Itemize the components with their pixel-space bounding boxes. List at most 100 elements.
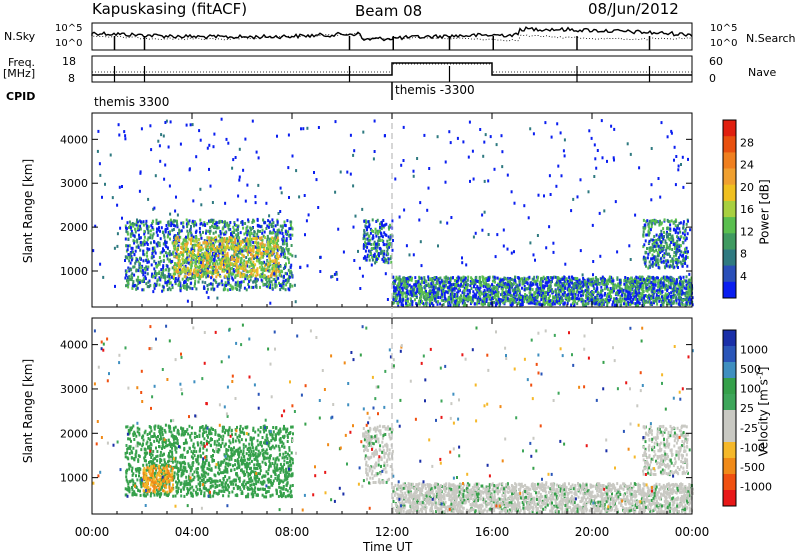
power-echo [402, 276, 405, 280]
freq-label: Freq. [8, 56, 36, 69]
power-echo [235, 233, 238, 237]
power-echo [379, 251, 382, 255]
power-echo [271, 236, 274, 240]
power-echo [180, 242, 183, 246]
power-echo [610, 281, 613, 285]
power-echo [475, 293, 478, 297]
power-echo [153, 259, 156, 263]
power-echo [389, 223, 391, 227]
power-echo [261, 275, 264, 278]
power-echo [151, 254, 154, 258]
power-echo [212, 221, 214, 225]
power-echo [249, 249, 252, 253]
power-echo [219, 230, 222, 233]
power-echo [277, 228, 280, 232]
power-echo [513, 281, 516, 285]
power-echo [576, 288, 579, 292]
power-echo [262, 261, 264, 265]
power-echo [219, 219, 222, 223]
power-echo [174, 277, 177, 280]
power-echo [562, 302, 565, 306]
power-echo [380, 234, 383, 238]
power-echo [551, 302, 554, 306]
power-echo [153, 246, 156, 250]
power-echo [650, 257, 653, 261]
power-echo [175, 237, 177, 241]
power-echo [208, 270, 211, 274]
power-echo [658, 248, 660, 252]
power-echo [136, 258, 139, 262]
power-echo [663, 294, 666, 298]
power-echo [233, 223, 236, 227]
power-echo [184, 244, 187, 248]
power-echo [381, 223, 383, 227]
power-echo [635, 285, 638, 289]
power-echo [459, 284, 462, 288]
power-echo [222, 243, 225, 247]
power-echo [392, 301, 395, 305]
power-echo [372, 234, 375, 238]
power-echo [188, 276, 191, 280]
power-echo [568, 283, 571, 287]
power-echo [284, 271, 287, 275]
power-echo [571, 296, 574, 300]
power-echo [429, 292, 432, 296]
power-echo [599, 298, 602, 302]
power-echo [231, 276, 234, 280]
power-echo [208, 231, 211, 235]
power-echo [452, 283, 455, 287]
power-echo [511, 300, 514, 304]
power-echo [271, 259, 274, 263]
power-echo [214, 251, 217, 255]
power-echo [206, 258, 209, 262]
power-echo [152, 220, 155, 223]
power-echo [268, 251, 271, 255]
power-echo [603, 277, 606, 281]
power-echo [440, 289, 443, 293]
power-echo [454, 303, 457, 307]
power-echo [261, 241, 264, 245]
power-echo [390, 260, 393, 264]
power-echo [550, 280, 552, 284]
power-echo [685, 283, 688, 287]
power-echo [433, 290, 435, 294]
power-echo [124, 237, 127, 241]
power-echo [455, 284, 458, 288]
power-echo [147, 236, 150, 240]
power-echo [494, 280, 496, 284]
power-echo [248, 270, 251, 273]
power-echo [401, 288, 404, 292]
power-echo [160, 274, 163, 278]
power-echo [196, 268, 199, 272]
power-echo [145, 282, 148, 286]
power-echo [597, 279, 600, 283]
power-echo [663, 218, 666, 222]
power-echo [504, 285, 507, 289]
power-echo [652, 289, 655, 293]
power-echo [223, 269, 225, 273]
power-echo [402, 303, 405, 307]
noise-left-tick-top: 10^5 [55, 23, 83, 34]
power-echo [280, 253, 283, 256]
power-echo [186, 285, 188, 289]
power-echo [282, 285, 285, 288]
power-echo [683, 233, 686, 237]
power-echo [275, 232, 277, 236]
power-echo [281, 247, 284, 251]
power-echo [531, 301, 534, 305]
power-echo [657, 291, 660, 295]
power-echo [382, 255, 385, 258]
power-echo [169, 218, 172, 222]
power-echo [213, 223, 216, 227]
power-echo [467, 275, 470, 279]
power-echo [186, 247, 189, 251]
power-echo [651, 290, 654, 294]
power-echo [672, 262, 675, 266]
power-echo [173, 234, 176, 238]
power-echo [558, 302, 561, 305]
power-echo [216, 245, 219, 249]
power-echo [397, 285, 399, 289]
power-echo [228, 264, 231, 267]
power-echo [189, 251, 192, 255]
power-echo [187, 237, 190, 241]
